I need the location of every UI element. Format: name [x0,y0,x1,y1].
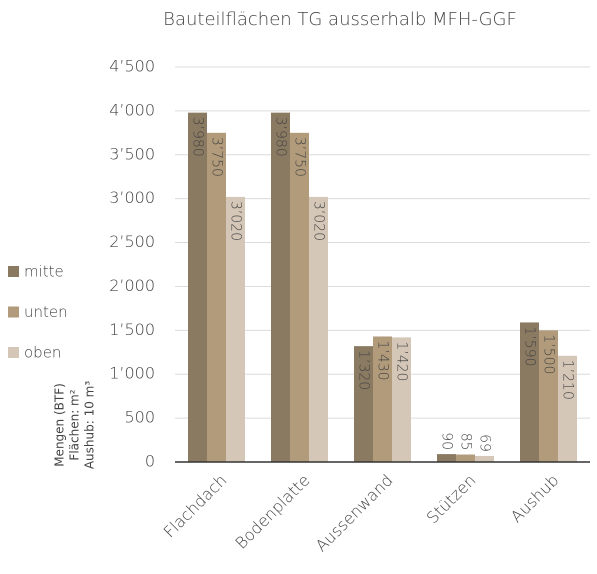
y-tick-label: 2’000 [109,276,155,295]
data-label: 3’980 [273,117,289,157]
bar [226,196,245,462]
bar [271,112,290,463]
y-tick-label: 500 [124,408,155,427]
data-label: 1’320 [356,350,372,390]
legend-marker [8,347,19,358]
bar [475,455,494,462]
y-tick-label: 0 [145,452,155,471]
bar [290,132,309,463]
bar [392,337,411,462]
x-tick-label: Flachdach [160,471,231,542]
legend-label: unten [24,303,68,321]
bar [520,322,539,462]
legend-label: mitte [24,263,64,281]
y-axis-label: Mengen (BTF) [53,383,67,467]
bar [456,454,475,462]
bar [373,336,392,462]
data-label: 1’500 [541,334,557,374]
bar [309,196,328,462]
x-tick-label: Bodenplatte [231,471,313,553]
chart-title: Bauteilflächen TG ausserhalb MFH-GGF [163,9,517,30]
x-tick-label: Aussenwand [312,471,397,556]
y-axis-label: Aushub: 10 m³ [83,381,97,470]
data-label: 1’420 [394,341,410,381]
bar [437,454,456,462]
bar [539,330,558,462]
y-axis-label: Flächen: m² [68,389,82,460]
y-tick-label: 3’500 [109,144,155,163]
y-tick-label: 1’000 [109,364,155,383]
legend-label: oben [24,344,61,362]
data-label: 1’590 [522,326,538,366]
data-label: 90 [439,432,455,450]
bar [207,132,226,463]
data-label: 1’210 [560,360,576,400]
bar [188,112,207,463]
bar [558,355,577,462]
bar [354,346,373,462]
data-label: 3’020 [228,201,244,241]
x-tick-label: Stützen [423,471,480,528]
data-label: 1’430 [375,340,391,380]
y-tick-label: 4’500 [109,57,155,76]
data-label: 3’750 [209,137,225,177]
data-label: 3’980 [190,117,206,157]
data-label: 85 [458,433,474,451]
data-label: 69 [477,434,493,452]
x-tick-label: Aushub [507,471,563,527]
y-tick-label: 2’500 [109,232,155,251]
data-label: 3’750 [292,137,308,177]
y-tick-label: 4’000 [109,100,155,119]
data-label: 3’020 [311,201,327,241]
y-tick-label: 3’000 [109,188,155,207]
legend-marker [8,306,19,318]
y-tick-label: 1’500 [109,320,155,339]
legend-marker [8,266,19,277]
